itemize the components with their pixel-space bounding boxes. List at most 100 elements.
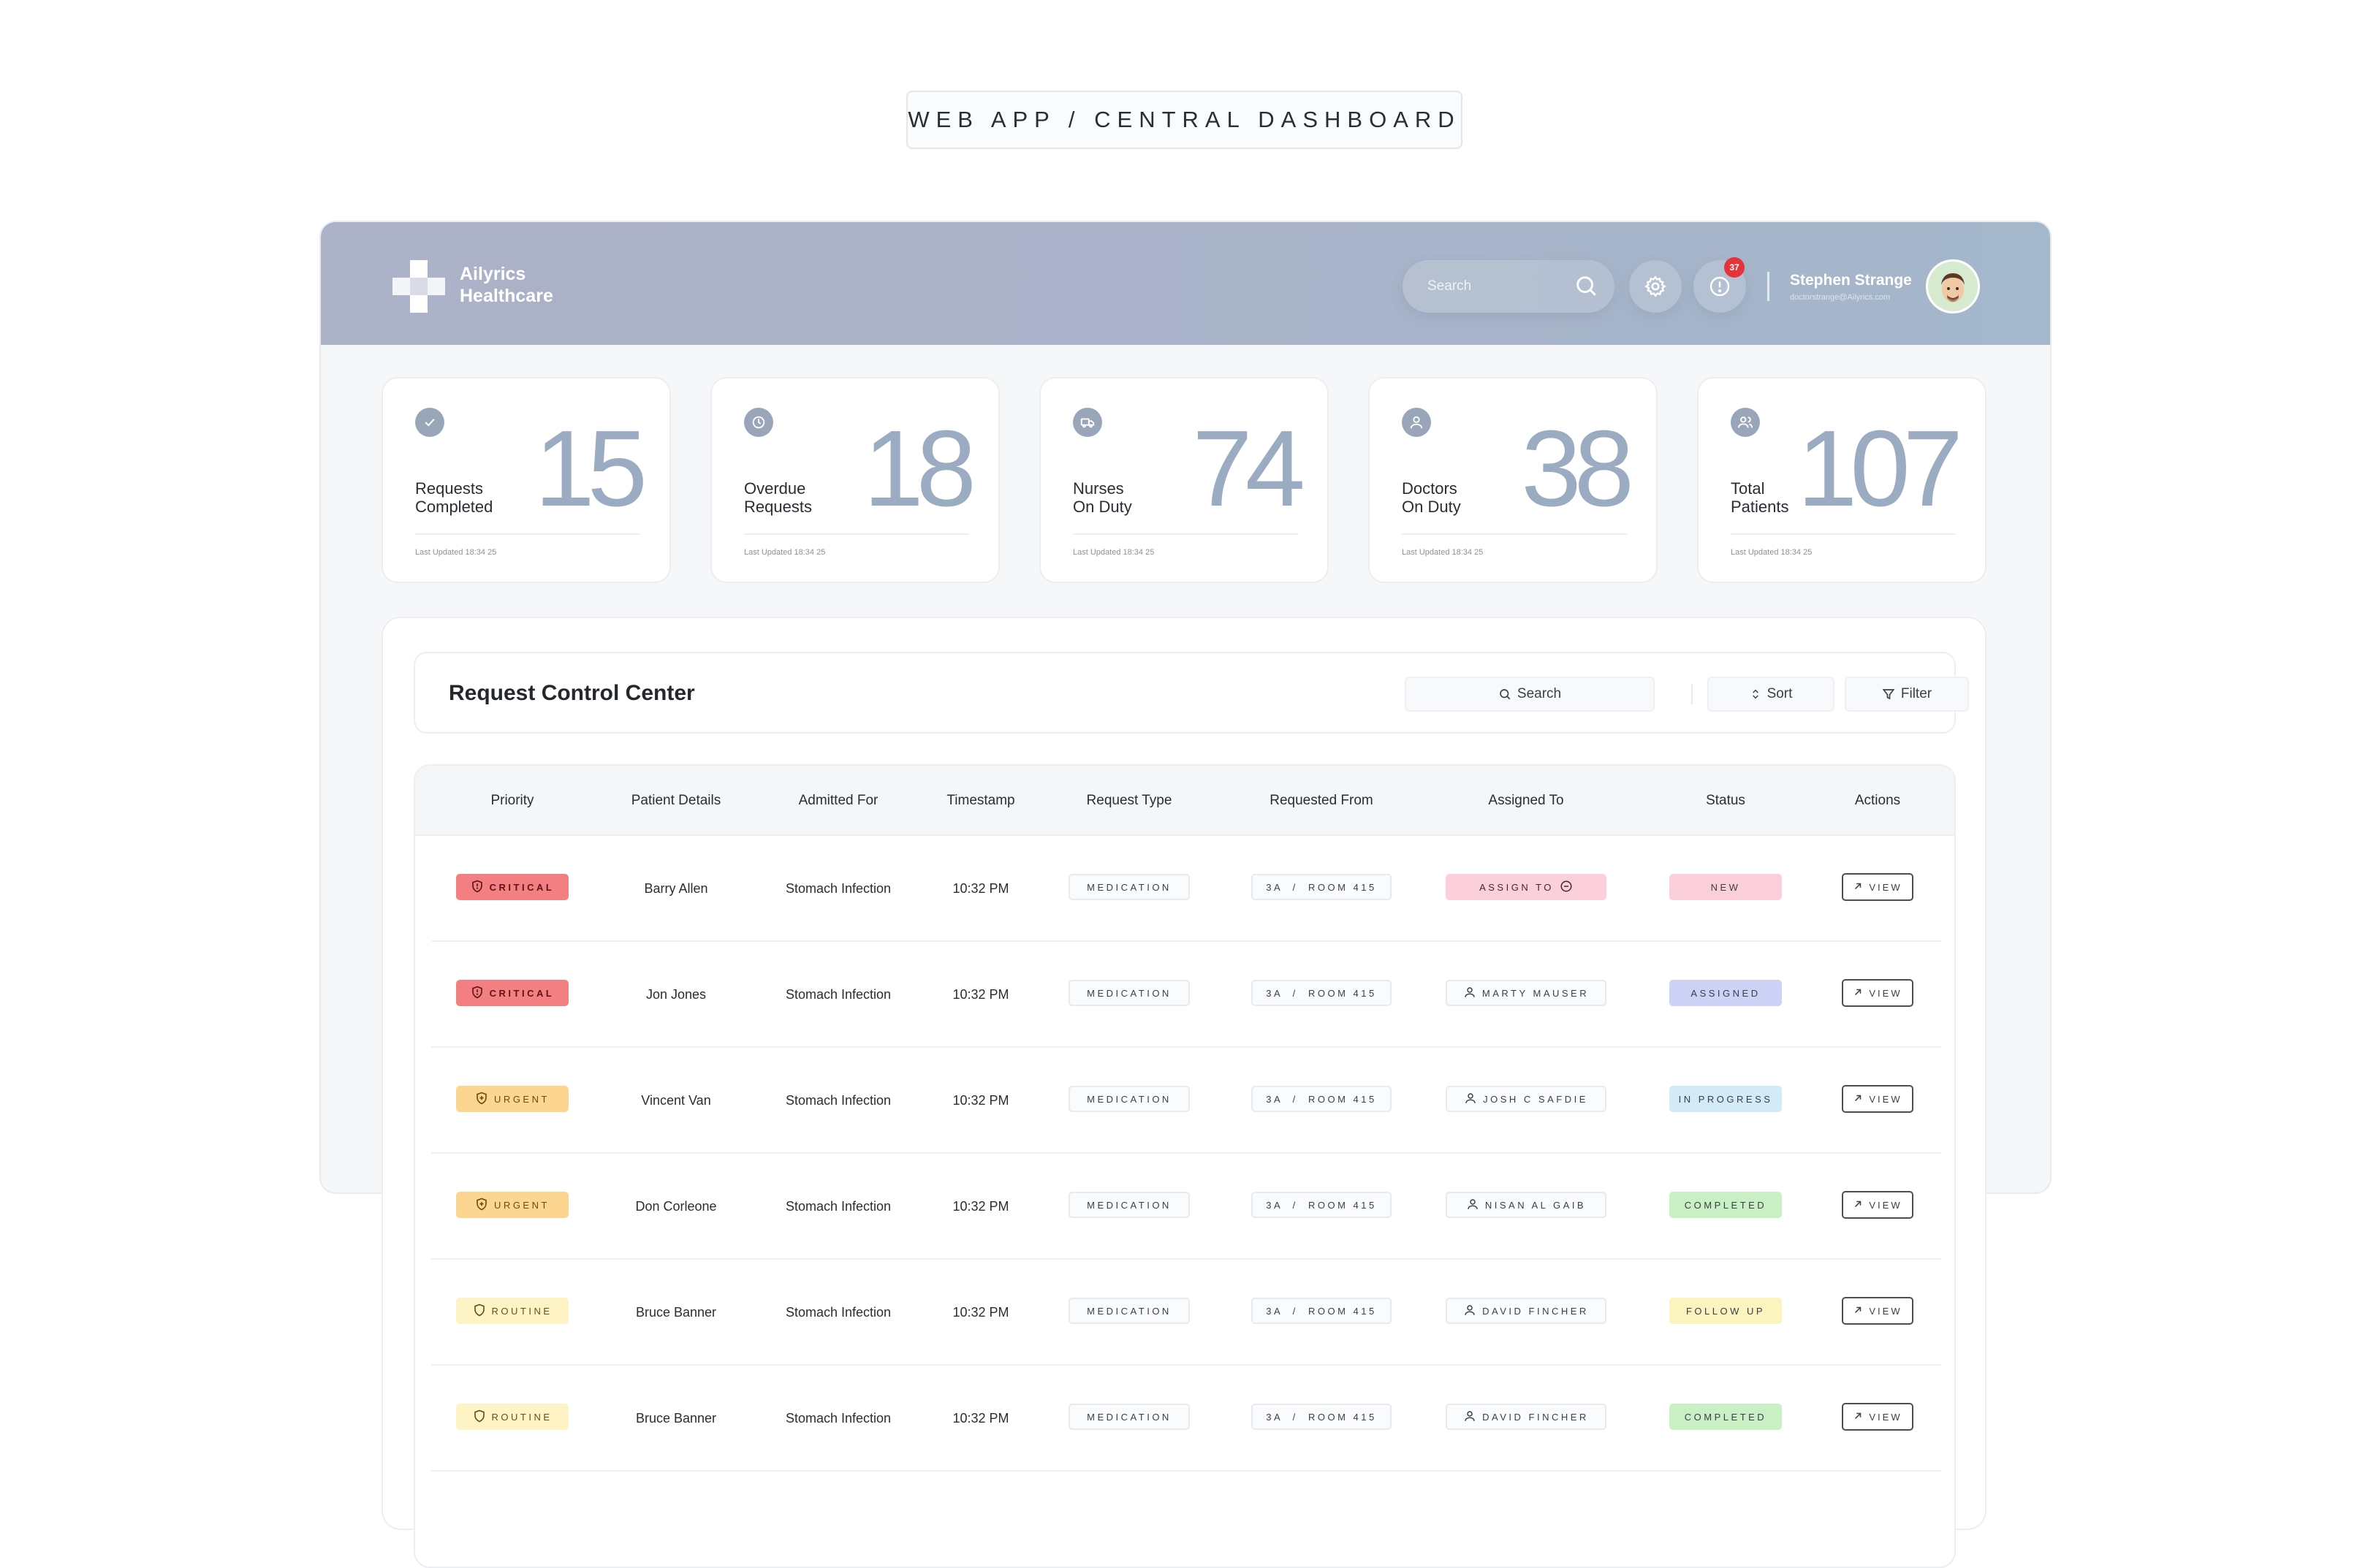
table-row[interactable]: URGENT Don Corleone Stomach Infection 10… <box>431 1154 1941 1260</box>
priority-badge: ROUTINE <box>456 1298 569 1324</box>
status-badge: COMPLETED <box>1669 1404 1782 1430</box>
view-button[interactable]: VIEW <box>1842 1191 1913 1219</box>
patient-name[interactable]: Barry Allen <box>644 881 708 896</box>
column-header-status[interactable]: Status <box>1706 793 1745 808</box>
assign-to-button[interactable]: ASSIGN TO <box>1446 874 1606 900</box>
avatar[interactable] <box>1926 259 1980 313</box>
patient-name[interactable]: Don Corleone <box>635 1199 717 1214</box>
user-icon <box>1402 408 1431 437</box>
gear-icon <box>1644 275 1666 297</box>
timestamp: 10:32 PM <box>952 1199 1009 1214</box>
table-row[interactable]: CRITICAL Jon Jones Stomach Infection 10:… <box>431 942 1941 1048</box>
status-badge: IN PROGRESS <box>1669 1086 1782 1112</box>
column-header-assigned-to[interactable]: Assigned To <box>1488 793 1564 808</box>
stat-divider <box>1402 533 1627 535</box>
column-header-timestamp[interactable]: Timestamp <box>946 793 1015 808</box>
minus-circle-icon <box>1560 880 1573 895</box>
status-badge: ASSIGNED <box>1669 980 1782 1006</box>
stat-card-doctors-on-duty: Doctors On Duty 38 Last Updated 18:34 25 <box>1368 377 1658 583</box>
search-icon <box>1500 689 1511 700</box>
stat-updated: Last Updated 18:34 25 <box>415 548 497 557</box>
request-type-tag: MEDICATION <box>1069 1404 1190 1430</box>
stat-label: Total Patients <box>1731 479 1789 516</box>
header-search-input[interactable]: Search <box>1403 260 1614 313</box>
assignee-tag[interactable]: DAVID FINCHER <box>1446 1298 1606 1324</box>
priority-badge: URGENT <box>456 1086 569 1112</box>
view-button[interactable]: VIEW <box>1842 979 1913 1007</box>
admitted-for: Stomach Infection <box>785 1199 892 1214</box>
column-header-requested-from[interactable]: Requested From <box>1270 793 1373 808</box>
notification-badge: 37 <box>1724 257 1745 278</box>
column-header-actions[interactable]: Actions <box>1854 793 1901 808</box>
patient-name[interactable]: Bruce Banner <box>635 1411 717 1426</box>
brand-line-1: Ailyrics <box>460 264 526 284</box>
table-search-input[interactable]: Search <box>1405 677 1655 712</box>
arrow-up-right-icon <box>1853 1305 1863 1317</box>
view-button[interactable]: VIEW <box>1842 1403 1913 1431</box>
view-button[interactable]: VIEW <box>1842 1085 1913 1113</box>
arrow-up-right-icon <box>1853 1093 1863 1105</box>
assignee-tag[interactable]: MARTY MAUSER <box>1446 980 1606 1006</box>
assignee-tag[interactable]: DAVID FINCHER <box>1446 1404 1606 1430</box>
toolbar-divider <box>1691 684 1693 704</box>
table-row[interactable]: URGENT Vincent Van Stomach Infection 10:… <box>431 1048 1941 1154</box>
table-row[interactable]: ROUTINE Bruce Banner Stomach Infection 1… <box>431 1366 1941 1472</box>
shield-icon <box>471 879 484 896</box>
arrow-up-right-icon <box>1853 881 1863 894</box>
assign-to-label: ASSIGN TO <box>1479 881 1554 893</box>
sort-button[interactable]: Sort <box>1707 677 1834 712</box>
stat-divider <box>1073 533 1298 535</box>
header-divider <box>1767 272 1769 301</box>
search-icon <box>1576 276 1596 296</box>
settings-button[interactable] <box>1629 260 1682 313</box>
shield-icon <box>471 985 484 1002</box>
stat-card-total-patients: Total Patients 107 Last Updated 18:34 25 <box>1697 377 1986 583</box>
timestamp: 10:32 PM <box>952 987 1009 1002</box>
patient-name[interactable]: Vincent Van <box>641 1093 711 1108</box>
column-header-admitted-for[interactable]: Admitted For <box>798 793 878 808</box>
app-header: Ailyrics Healthcare Search 37 Stephen St… <box>321 222 2050 345</box>
filter-button[interactable]: Filter <box>1845 677 1969 712</box>
table-row[interactable]: CRITICAL Barry Allen Stomach Infection 1… <box>431 836 1941 942</box>
status-badge: COMPLETED <box>1669 1192 1782 1218</box>
admitted-for: Stomach Infection <box>785 881 892 896</box>
person-icon <box>1463 986 1476 1001</box>
priority-badge: CRITICAL <box>456 874 569 900</box>
table-row[interactable]: ROUTINE Bruce Banner Stomach Infection 1… <box>431 1260 1941 1366</box>
request-type-tag: MEDICATION <box>1069 980 1190 1006</box>
stat-label: Nurses On Duty <box>1073 479 1132 516</box>
assignee-name: DAVID FINCHER <box>1482 1305 1589 1317</box>
alerts-button[interactable]: 37 <box>1693 257 1746 313</box>
stat-value: 107 <box>1797 408 1963 529</box>
person-icon <box>1463 1409 1476 1425</box>
view-button[interactable]: VIEW <box>1842 873 1913 901</box>
stat-card-overdue-requests: Overdue Requests 18 Last Updated 18:34 2… <box>710 377 1000 583</box>
patient-name[interactable]: Jon Jones <box>645 987 707 1002</box>
column-header-priority[interactable]: Priority <box>490 793 534 808</box>
request-type-tag: MEDICATION <box>1069 1192 1190 1218</box>
assignee-tag[interactable]: NISAN AL GAIB <box>1446 1192 1606 1218</box>
request-type-tag: MEDICATION <box>1069 1298 1190 1324</box>
control-center-title: Request Control Center <box>449 681 695 705</box>
stat-updated: Last Updated 18:34 25 <box>1731 548 1813 557</box>
assignee-tag[interactable]: JOSH C SAFDIE <box>1446 1086 1606 1112</box>
assignee-name: JOSH C SAFDIE <box>1483 1093 1588 1105</box>
view-button[interactable]: VIEW <box>1842 1297 1913 1325</box>
patient-name[interactable]: Bruce Banner <box>635 1305 717 1320</box>
requested-from-tag: 3A / ROOM 415 <box>1251 1192 1392 1218</box>
stat-value: 38 <box>1521 408 1634 529</box>
header-search-placeholder: Search <box>1427 278 1472 294</box>
admitted-for: Stomach Infection <box>785 1305 892 1320</box>
stat-divider <box>415 533 640 535</box>
stat-divider <box>744 533 969 535</box>
admitted-for: Stomach Infection <box>785 987 892 1002</box>
column-header-patient-details[interactable]: Patient Details <box>631 793 721 808</box>
column-header-request-type[interactable]: Request Type <box>1086 793 1172 808</box>
control-center-toolbar: Request Control Center Search Sort Filte… <box>414 652 1969 734</box>
timestamp: 10:32 PM <box>952 1093 1009 1108</box>
avatar-face-icon <box>1941 273 1965 302</box>
table-header: Priority Patient Details Admitted For Ti… <box>415 766 1954 836</box>
status-badge: NEW <box>1669 874 1782 900</box>
view-label: VIEW <box>1869 1199 1902 1211</box>
stat-updated: Last Updated 18:34 25 <box>1402 548 1484 557</box>
